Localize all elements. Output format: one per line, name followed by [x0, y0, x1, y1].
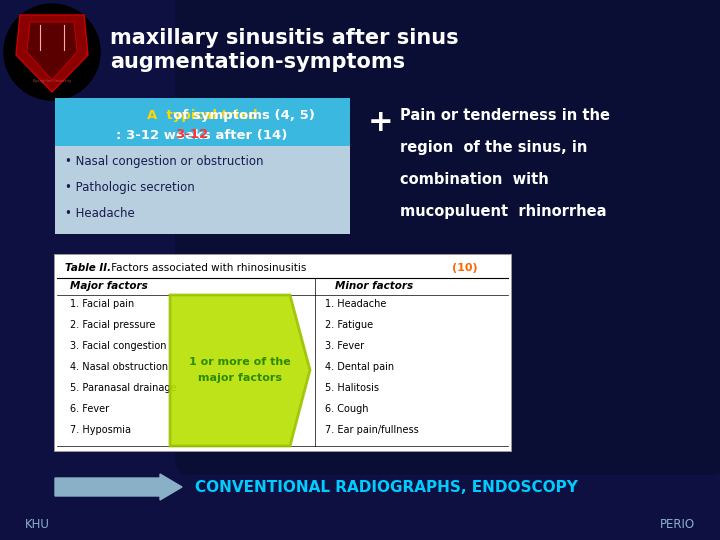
- Text: maxillary sinusitis after sinus: maxillary sinusitis after sinus: [110, 28, 459, 48]
- Text: 6. Cough: 6. Cough: [325, 404, 369, 414]
- Polygon shape: [16, 15, 88, 92]
- Text: Kyung Hee University: Kyung Hee University: [33, 79, 71, 83]
- Polygon shape: [170, 295, 310, 446]
- FancyBboxPatch shape: [55, 98, 350, 146]
- Text: region  of the sinus, in: region of the sinus, in: [400, 140, 588, 155]
- Text: major factors: major factors: [198, 373, 282, 383]
- Text: Pain or tenderness in the: Pain or tenderness in the: [400, 108, 610, 123]
- Text: PERIO: PERIO: [660, 518, 695, 531]
- Text: 1. Facial pain: 1. Facial pain: [70, 299, 134, 309]
- Text: 3. Facial congestion: 3. Facial congestion: [70, 341, 166, 351]
- Text: 5. Halitosis: 5. Halitosis: [325, 383, 379, 393]
- FancyBboxPatch shape: [54, 254, 511, 451]
- Circle shape: [4, 4, 100, 100]
- Text: combination  with: combination with: [400, 172, 549, 187]
- Text: 3. Fever: 3. Fever: [325, 341, 364, 351]
- Text: of symptoms (4, 5): of symptoms (4, 5): [89, 109, 315, 122]
- Polygon shape: [27, 22, 77, 80]
- Text: mucopuluent  rhinorrhea: mucopuluent rhinorrhea: [400, 204, 606, 219]
- Text: A  typical triad: A typical triad: [147, 109, 257, 122]
- Text: 2. Fatigue: 2. Fatigue: [325, 320, 373, 330]
- Text: +: +: [368, 108, 394, 137]
- Text: (10): (10): [452, 263, 478, 273]
- Text: 7. Ear pain/fullness: 7. Ear pain/fullness: [325, 425, 419, 435]
- Text: 1. Headache: 1. Headache: [325, 299, 387, 309]
- Text: Factors associated with rhinosinusitis: Factors associated with rhinosinusitis: [108, 263, 307, 273]
- Text: Major factors: Major factors: [70, 281, 148, 291]
- Text: 4. Dental pain: 4. Dental pain: [325, 362, 394, 372]
- FancyArrow shape: [55, 474, 182, 500]
- Text: 3-12: 3-12: [175, 129, 208, 141]
- Text: 6. Fever: 6. Fever: [70, 404, 109, 414]
- Text: • Nasal congestion or obstruction: • Nasal congestion or obstruction: [65, 155, 264, 168]
- Text: augmentation-symptoms: augmentation-symptoms: [110, 52, 405, 72]
- Text: 5. Paranasal drainage: 5. Paranasal drainage: [70, 383, 176, 393]
- Text: • Pathologic secretion: • Pathologic secretion: [65, 181, 194, 194]
- Text: Minor factors: Minor factors: [335, 281, 413, 291]
- Text: Table II.: Table II.: [65, 263, 111, 273]
- Text: • Headache: • Headache: [65, 207, 135, 220]
- FancyBboxPatch shape: [175, 0, 720, 475]
- Text: 4. Nasal obstruction: 4. Nasal obstruction: [70, 362, 168, 372]
- Text: KHU: KHU: [25, 518, 50, 531]
- Text: 2. Facial pressure: 2. Facial pressure: [70, 320, 156, 330]
- Text: CONVENTIONAL RADIOGRAPHS, ENDOSCOPY: CONVENTIONAL RADIOGRAPHS, ENDOSCOPY: [195, 481, 578, 496]
- Text: 7. Hyposmia: 7. Hyposmia: [70, 425, 131, 435]
- FancyBboxPatch shape: [55, 146, 350, 234]
- Text: : 3-12 weeks after (14): : 3-12 weeks after (14): [117, 129, 288, 141]
- Text: 1 or more of the: 1 or more of the: [189, 357, 291, 367]
